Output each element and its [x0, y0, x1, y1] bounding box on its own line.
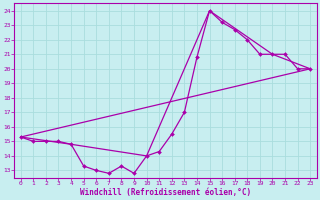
X-axis label: Windchill (Refroidissement éolien,°C): Windchill (Refroidissement éolien,°C)	[80, 188, 251, 197]
